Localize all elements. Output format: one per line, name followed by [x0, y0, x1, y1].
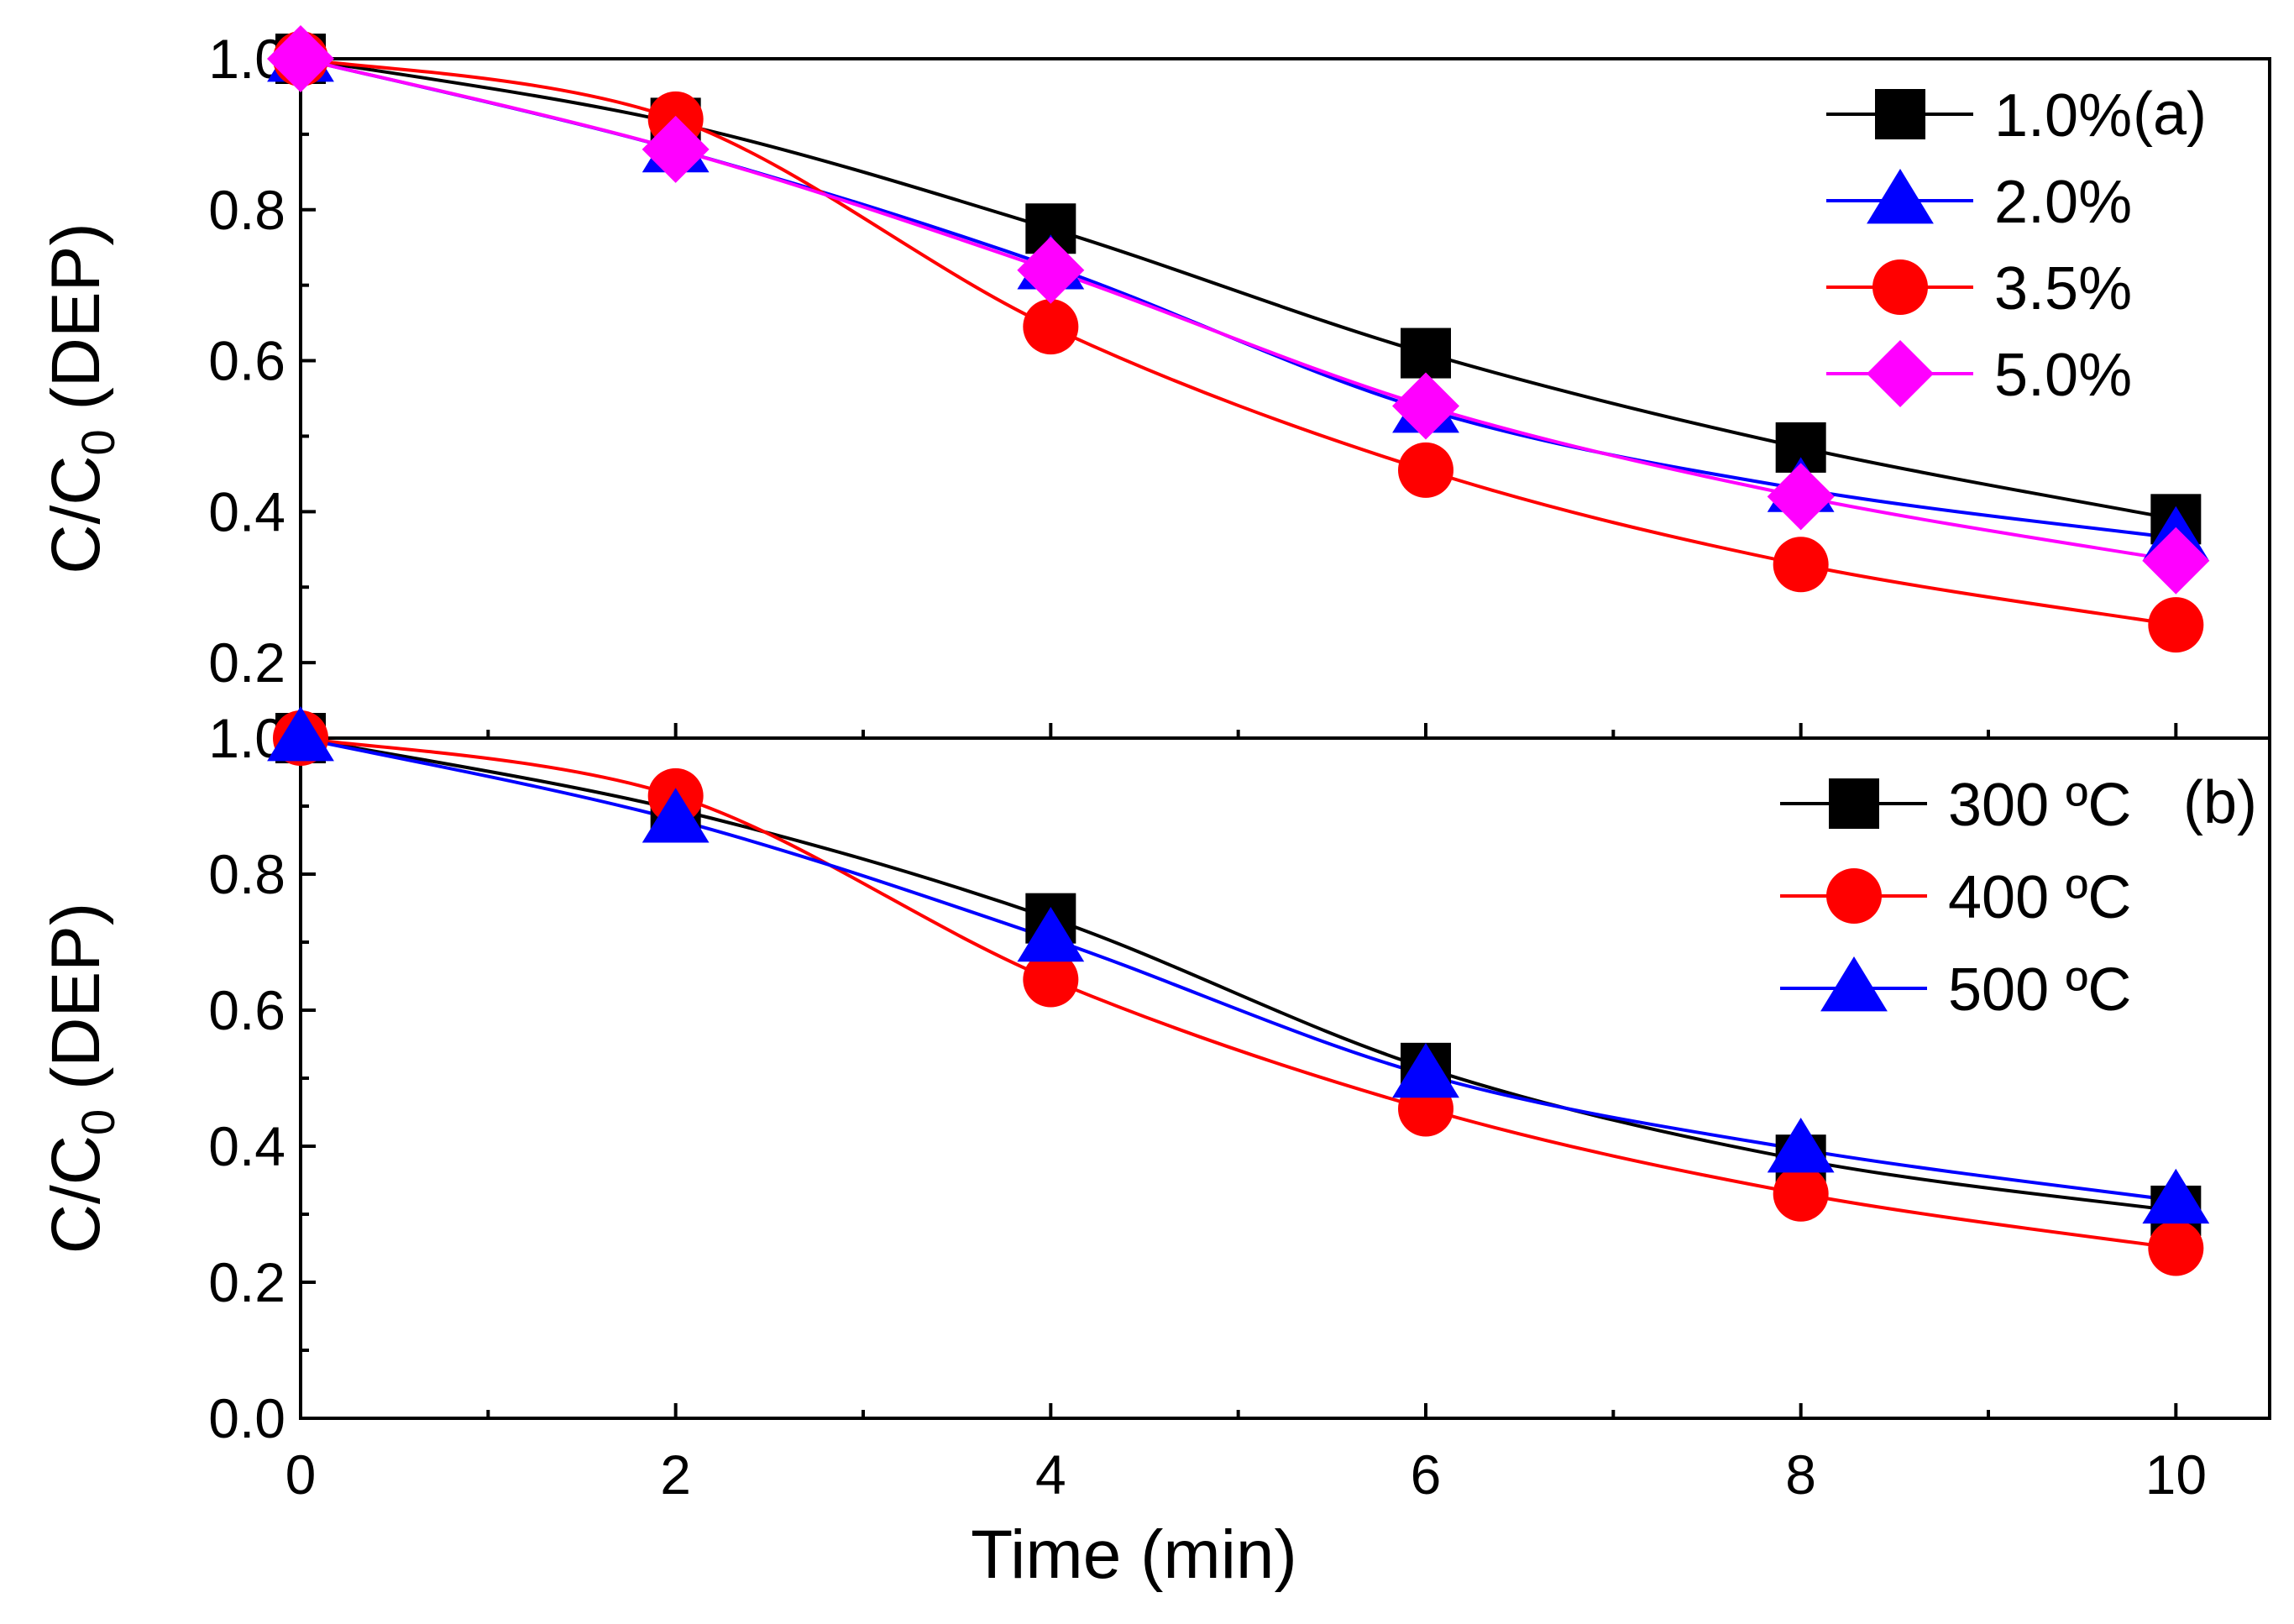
legend-marker: [1820, 956, 1888, 1012]
data-point: [1401, 327, 1451, 379]
data-point: [2142, 1168, 2210, 1224]
data-point: [1398, 442, 1453, 498]
legend-entry: 5.0%: [1826, 340, 2132, 409]
plot-area: 0.20.40.60.81.0C/C0 (DEP)1.0%2.0%3.5%5.0…: [38, 25, 2271, 1593]
legend-label: 400 ºC: [1948, 864, 2131, 931]
y-axis-title: C/C0 (DEP): [38, 903, 124, 1254]
legend-entry: 3.5%: [1826, 255, 2132, 322]
data-point: [1767, 1118, 1835, 1173]
data-point: [1017, 236, 1085, 304]
data-point: [267, 25, 334, 92]
x-tick-label: 4: [1035, 1443, 1066, 1506]
y-tick-label: 0.2: [208, 631, 285, 694]
y-tick-label: 0.8: [208, 843, 285, 905]
panel-frame: [299, 736, 2271, 1420]
legend-entry: 500 ºC: [1780, 956, 2131, 1024]
y-tick-label: 0.0: [208, 1387, 285, 1449]
data-point: [2142, 526, 2210, 595]
legend-label: 2.0%: [1994, 169, 2132, 236]
y-tick-label: 0.4: [208, 480, 285, 542]
x-tick-label: 6: [1411, 1443, 1442, 1506]
data-point: [1773, 537, 1829, 593]
panel-frame: [299, 57, 2271, 740]
legend-marker: [1867, 340, 1934, 407]
data-point: [1392, 1042, 1459, 1098]
y-axis-title: C/C0 (DEP): [38, 223, 124, 574]
y-tick-label: 0.8: [208, 179, 285, 241]
x-tick-label: 8: [1785, 1443, 1816, 1506]
data-point: [1023, 299, 1079, 355]
x-axis-title: Time (min): [971, 1517, 1297, 1593]
data-point: [2148, 1220, 2204, 1276]
data-point: [267, 706, 334, 762]
data-point: [642, 788, 710, 843]
legend-marker: [1875, 89, 1925, 139]
x-tick-label: 10: [2145, 1443, 2207, 1506]
legend-label: 300 ºC: [1948, 772, 2131, 839]
data-point: [1017, 906, 1085, 962]
data-point: [1023, 951, 1079, 1008]
series-line: [300, 736, 2176, 1213]
x-tick-label: 2: [660, 1443, 691, 1506]
legend-marker: [1826, 868, 1882, 924]
legend-entry: 300 ºC: [1780, 772, 2131, 839]
panel-label: (b): [2183, 769, 2257, 836]
legend-label: 3.5%: [1994, 255, 2132, 322]
panel-label: (a): [2133, 81, 2207, 148]
series-line: [300, 57, 2176, 521]
data-point: [2148, 597, 2204, 653]
legend-label: 5.0%: [1994, 342, 2132, 409]
series-line: [300, 57, 2176, 563]
data-point: [1773, 1166, 1829, 1222]
legend-marker: [1872, 259, 1928, 315]
series-line: [300, 736, 2176, 1202]
legend-marker: [1829, 778, 1879, 829]
data-point: [1392, 372, 1459, 440]
x-tick-label: 0: [285, 1443, 317, 1506]
series-line: [300, 736, 2176, 1250]
legend-entry: 2.0%: [1826, 169, 2132, 236]
y-tick-label: 0.4: [208, 1115, 285, 1177]
legend-marker: [1867, 169, 1934, 224]
series-line: [300, 57, 2176, 627]
legend-entry: 1.0%: [1826, 82, 2132, 149]
y-tick-label: 0.6: [208, 979, 285, 1041]
y-tick-label: 0.6: [208, 330, 285, 392]
legend-label: 1.0%: [1994, 82, 2132, 149]
panel-a: 0.20.40.60.81.0C/C0 (DEP)1.0%2.0%3.5%5.0…: [38, 25, 2271, 740]
y-tick-label: 0.2: [208, 1251, 285, 1313]
legend-label: 500 ºC: [1948, 956, 2131, 1024]
data-point: [642, 115, 710, 183]
data-point: [1767, 463, 1835, 531]
legend-entry: 400 ºC: [1780, 864, 2131, 931]
